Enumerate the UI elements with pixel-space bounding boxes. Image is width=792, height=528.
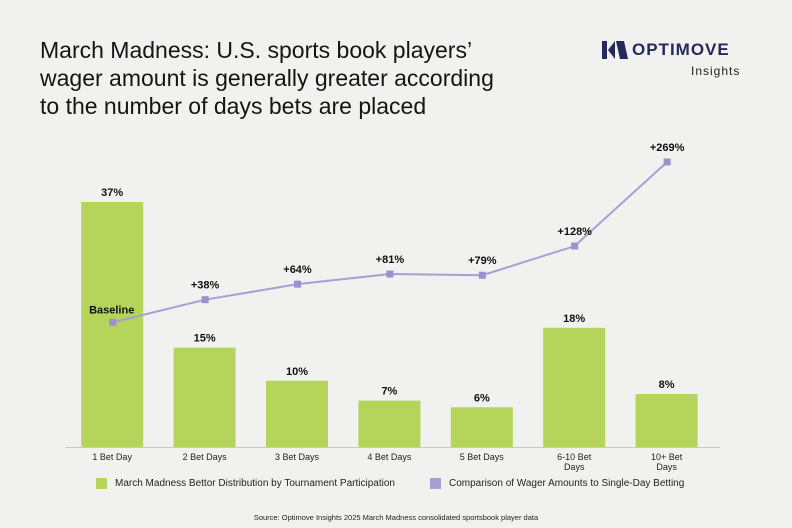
x-tick-label-7-a: 10+ Bet [651, 452, 683, 462]
chart-legend: March Madness Bettor Distribution by Tou… [96, 478, 736, 494]
bar-3 [266, 380, 328, 447]
bar-label-3: 10% [286, 366, 308, 378]
x-tick-label-7-b: Days [656, 462, 677, 472]
line-label-5: +79% [468, 255, 497, 267]
title-line-3: to the number of days bets are placed [40, 93, 427, 119]
legend-label-line: Comparison of Wager Amounts to Single-Da… [449, 478, 685, 489]
chart-title: March Madness: U.S. sports book players’… [40, 36, 580, 120]
legend-item-line: Comparison of Wager Amounts to Single-Da… [430, 478, 684, 489]
line-point-7 [663, 158, 671, 166]
bar-6 [543, 327, 606, 447]
legend-swatch-line [430, 478, 441, 489]
x-tick-label-4: 4 Bet Days [367, 452, 412, 462]
line-point-2 [201, 296, 209, 304]
legend-swatch-bars [96, 478, 107, 489]
legend-label-bars: March Madness Bettor Distribution by Tou… [115, 478, 395, 489]
line-label-7: +269% [650, 142, 685, 154]
logo-wordmark: OPTIMOVE [632, 40, 730, 59]
optimove-logo: OPTIMOVE Insights [602, 40, 762, 80]
bar-2 [173, 347, 236, 447]
x-tick-label-2: 2 Bet Days [183, 452, 228, 462]
x-tick-label-3: 3 Bet Days [275, 452, 320, 462]
bar-5 [450, 407, 513, 447]
line-point-6 [571, 242, 579, 250]
line-label-1: Baseline [89, 304, 134, 316]
bar-label-1: 37% [101, 187, 123, 199]
title-line-2: wager amount is generally greater accord… [40, 65, 494, 91]
bar-label-5: 6% [474, 392, 490, 404]
bar-label-6: 18% [563, 313, 585, 325]
bar-7 [635, 394, 698, 447]
x-tick-label-5: 5 Bet Days [460, 452, 505, 462]
x-tick-label-1: 1 Bet Day [92, 452, 132, 462]
x-tick-label-6-b: Days [564, 462, 585, 472]
legend-item-bars: March Madness Bettor Distribution by Tou… [96, 478, 395, 489]
bar-label-2: 15% [194, 333, 216, 345]
optimove-logo-icon [602, 41, 628, 59]
line-point-4 [386, 270, 394, 278]
line-label-3: +64% [283, 264, 312, 276]
line-point-3 [294, 280, 301, 288]
title-line-1: March Madness: U.S. sports book players’ [40, 37, 473, 63]
x-tick-label-6-a: 6-10 Bet [557, 452, 592, 462]
bar-label-7: 8% [659, 379, 675, 391]
wager-line [112, 161, 668, 324]
logo-subtitle: Insights [691, 64, 741, 78]
source-note: Source: Optimove Insights 2025 March Mad… [253, 513, 539, 522]
line-point-5 [478, 271, 486, 279]
line-label-4: +81% [376, 254, 405, 266]
line-label-6: +128% [557, 226, 592, 238]
line-point-1 [109, 318, 117, 326]
bar-label-4: 7% [381, 386, 397, 398]
bar-4 [358, 400, 421, 447]
line-label-2: +38% [191, 280, 220, 292]
